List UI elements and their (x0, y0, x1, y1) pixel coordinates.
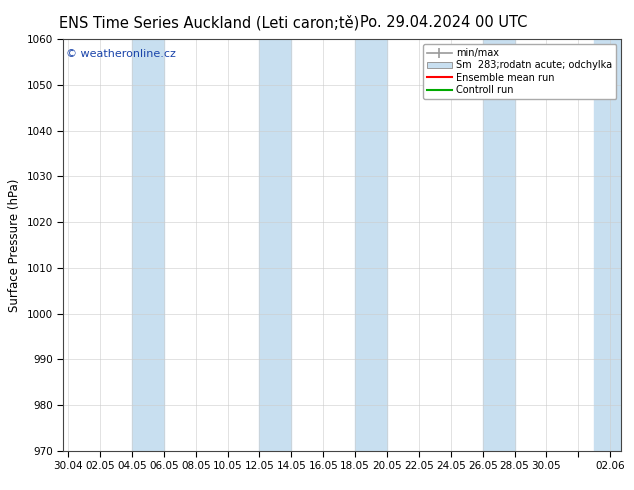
Bar (132, 39, 164, 451)
Y-axis label: Surface Pressure (hPa): Surface Pressure (hPa) (8, 178, 21, 312)
Bar (355, 39, 387, 451)
Bar (259, 39, 292, 451)
Bar (594, 39, 626, 451)
Bar (482, 39, 515, 451)
Text: ENS Time Series Auckland (Leti caron;tě): ENS Time Series Auckland (Leti caron;tě) (59, 15, 359, 30)
Text: Po. 29.04.2024 00 UTC: Po. 29.04.2024 00 UTC (360, 15, 527, 30)
Text: © weatheronline.cz: © weatheronline.cz (66, 49, 176, 59)
Legend: min/max, Sm  283;rodatn acute; odchylka, Ensemble mean run, Controll run: min/max, Sm 283;rodatn acute; odchylka, … (424, 44, 616, 99)
